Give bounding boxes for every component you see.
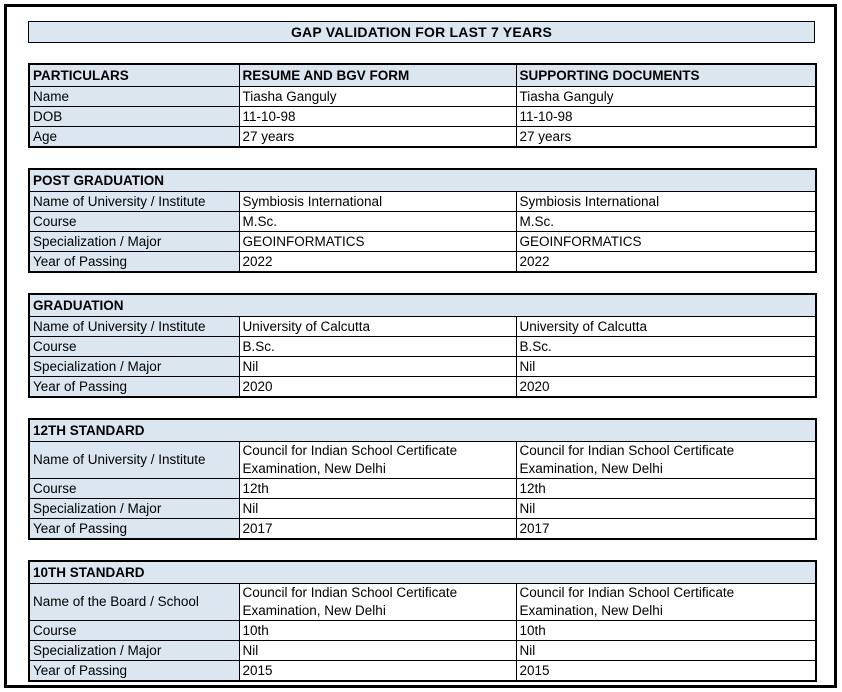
- section-title-row: 10TH STANDARD: [28, 560, 817, 584]
- particulars-supporting-value: 27 years: [515, 126, 817, 148]
- graduation-supporting-value: University of Calcutta: [515, 316, 817, 337]
- particulars-row: Name Tiasha Ganguly Tiasha Ganguly: [28, 86, 817, 107]
- graduation-resume-value: Nil: [238, 356, 517, 377]
- particulars-supporting-value: Tiasha Ganguly: [515, 86, 817, 107]
- graduation-row: Name of University / Institute University…: [28, 316, 817, 337]
- 12th-standard-row-label: Course: [28, 478, 240, 499]
- particulars-resume-value: 27 years: [238, 126, 517, 148]
- graduation-row-label: Name of University / Institute: [28, 316, 240, 337]
- post-graduation-row: Year of Passing 2022 2022: [28, 251, 817, 273]
- graduation-row-label: Year of Passing: [28, 376, 240, 398]
- graduation-supporting-value: Nil: [515, 356, 817, 377]
- section-title-row: 12TH STANDARD: [28, 418, 817, 442]
- graduation-row-label: Specialization / Major: [28, 356, 240, 377]
- 12th-standard-row: Course 12th 12th: [28, 478, 817, 499]
- post-graduation-resume-value: GEOINFORMATICS: [238, 231, 517, 252]
- post-graduation-row: Specialization / Major GEOINFORMATICS GEOI…: [28, 231, 817, 252]
- 12th-standard-resume-value: 12th: [238, 478, 517, 499]
- 10th-standard-resume-value: 2015: [238, 660, 517, 682]
- page-frame: GAP VALIDATION FOR LAST 7 YEARS PARTICUL…: [4, 4, 837, 688]
- particulars-row-label: DOB: [28, 106, 240, 127]
- 10th-standard-row-label: Course: [28, 620, 240, 641]
- 10th-standard-resume-value: 10th: [238, 620, 517, 641]
- graduation-row: Specialization / Major Nil Nil: [28, 356, 817, 377]
- graduation-supporting-value: B.Sc.: [515, 336, 817, 357]
- 10th-standard-row-label: Specialization / Major: [28, 640, 240, 661]
- 12th-standard-resume-value: 2017: [238, 518, 517, 540]
- post-graduation-row: Name of University / Institute Symbiosis …: [28, 191, 817, 212]
- column-header: PARTICULARS: [28, 63, 240, 87]
- 12th-standard-supporting-value: 2017: [515, 518, 817, 540]
- graduation-row-label: Course: [28, 336, 240, 357]
- post-graduation-resume-value: M.Sc.: [238, 211, 517, 232]
- section-title-12th-standard: 12TH STANDARD: [28, 418, 817, 442]
- post-graduation-row-label: Name of University / Institute: [28, 191, 240, 212]
- 12th-standard-row: Year of Passing 2017 2017: [28, 518, 817, 540]
- 10th-standard-row: Year of Passing 2015 2015: [28, 660, 817, 682]
- 10th-standard-supporting-value: Nil: [515, 640, 817, 661]
- 12th-standard-resume-value: Nil: [238, 498, 517, 519]
- section-table-10th-standard: 10TH STANDARD Name of the Board / School C…: [28, 560, 818, 682]
- section-title-10th-standard: 10TH STANDARD: [28, 560, 817, 584]
- tables-container: PARTICULARS RESUME AND BGV FORM SUPPORTING…: [28, 63, 834, 682]
- section-table-12th-standard: 12TH STANDARD Name of University / Instit…: [28, 418, 818, 540]
- post-graduation-supporting-value: GEOINFORMATICS: [515, 231, 817, 252]
- 12th-standard-supporting-value: Nil: [515, 498, 817, 519]
- section-table-graduation: GRADUATION Name of University / Institute…: [28, 293, 818, 398]
- post-graduation-resume-value: Symbiosis International: [238, 191, 517, 212]
- column-header: SUPPORTING DOCUMENTS: [515, 63, 817, 87]
- particulars-supporting-value: 11-10-98: [515, 106, 817, 127]
- 10th-standard-row-label: Name of the Board / School: [28, 583, 240, 621]
- section-title-graduation: GRADUATION: [28, 293, 817, 317]
- graduation-resume-value: 2020: [238, 376, 517, 398]
- post-graduation-row: Course M.Sc. M.Sc.: [28, 211, 817, 232]
- 10th-standard-resume-value: Nil: [238, 640, 517, 661]
- 12th-standard-row-label: Name of University / Institute: [28, 441, 240, 479]
- 10th-standard-row: Name of the Board / School Council for In…: [28, 583, 817, 621]
- post-graduation-supporting-value: M.Sc.: [515, 211, 817, 232]
- 12th-standard-resume-value: Council for Indian School Certificate Ex…: [238, 441, 517, 479]
- graduation-row: Year of Passing 2020 2020: [28, 376, 817, 398]
- graduation-resume-value: B.Sc.: [238, 336, 517, 357]
- section-table-post-graduation: POST GRADUATION Name of University / Inst…: [28, 168, 818, 273]
- graduation-supporting-value: 2020: [515, 376, 817, 398]
- particulars-row: DOB 11-10-98 11-10-98: [28, 106, 817, 127]
- post-graduation-row-label: Specialization / Major: [28, 231, 240, 252]
- particulars-row-label: Name: [28, 86, 240, 107]
- 10th-standard-row-label: Year of Passing: [28, 660, 240, 682]
- 12th-standard-row-label: Specialization / Major: [28, 498, 240, 519]
- post-graduation-row-label: Year of Passing: [28, 251, 240, 273]
- document-title: GAP VALIDATION FOR LAST 7 YEARS: [28, 21, 815, 43]
- 12th-standard-supporting-value: 12th: [515, 478, 817, 499]
- particulars-table: PARTICULARS RESUME AND BGV FORM SUPPORTING…: [28, 63, 817, 148]
- post-graduation-supporting-value: Symbiosis International: [515, 191, 817, 212]
- particulars-resume-value: 11-10-98: [238, 106, 517, 127]
- 10th-standard-resume-value: Council for Indian School Certificate Ex…: [238, 583, 517, 621]
- 10th-standard-supporting-value: 2015: [515, 660, 817, 682]
- graduation-row: Course B.Sc. B.Sc.: [28, 336, 817, 357]
- particulars-row-label: Age: [28, 126, 240, 148]
- 12th-standard-supporting-value: Council for Indian School Certificate Ex…: [515, 441, 817, 479]
- post-graduation-resume-value: 2022: [238, 251, 517, 273]
- 12th-standard-row: Specialization / Major Nil Nil: [28, 498, 817, 519]
- particulars-resume-value: Tiasha Ganguly: [238, 86, 517, 107]
- section-title-row: POST GRADUATION: [28, 168, 817, 192]
- 10th-standard-supporting-value: 10th: [515, 620, 817, 641]
- 12th-standard-row-label: Year of Passing: [28, 518, 240, 540]
- section-title-post-graduation: POST GRADUATION: [28, 168, 817, 192]
- column-header: RESUME AND BGV FORM: [238, 63, 517, 87]
- 10th-standard-supporting-value: Council for Indian School Certificate Ex…: [515, 583, 817, 621]
- 10th-standard-row: Specialization / Major Nil Nil: [28, 640, 817, 661]
- 12th-standard-row: Name of University / Institute Council fo…: [28, 441, 817, 479]
- section-title-row: GRADUATION: [28, 293, 817, 317]
- particulars-header-row: PARTICULARS RESUME AND BGV FORM SUPPORTING…: [28, 63, 817, 87]
- particulars-row: Age 27 years 27 years: [28, 126, 817, 148]
- post-graduation-row-label: Course: [28, 211, 240, 232]
- graduation-resume-value: University of Calcutta: [238, 316, 517, 337]
- 10th-standard-row: Course 10th 10th: [28, 620, 817, 641]
- post-graduation-supporting-value: 2022: [515, 251, 817, 273]
